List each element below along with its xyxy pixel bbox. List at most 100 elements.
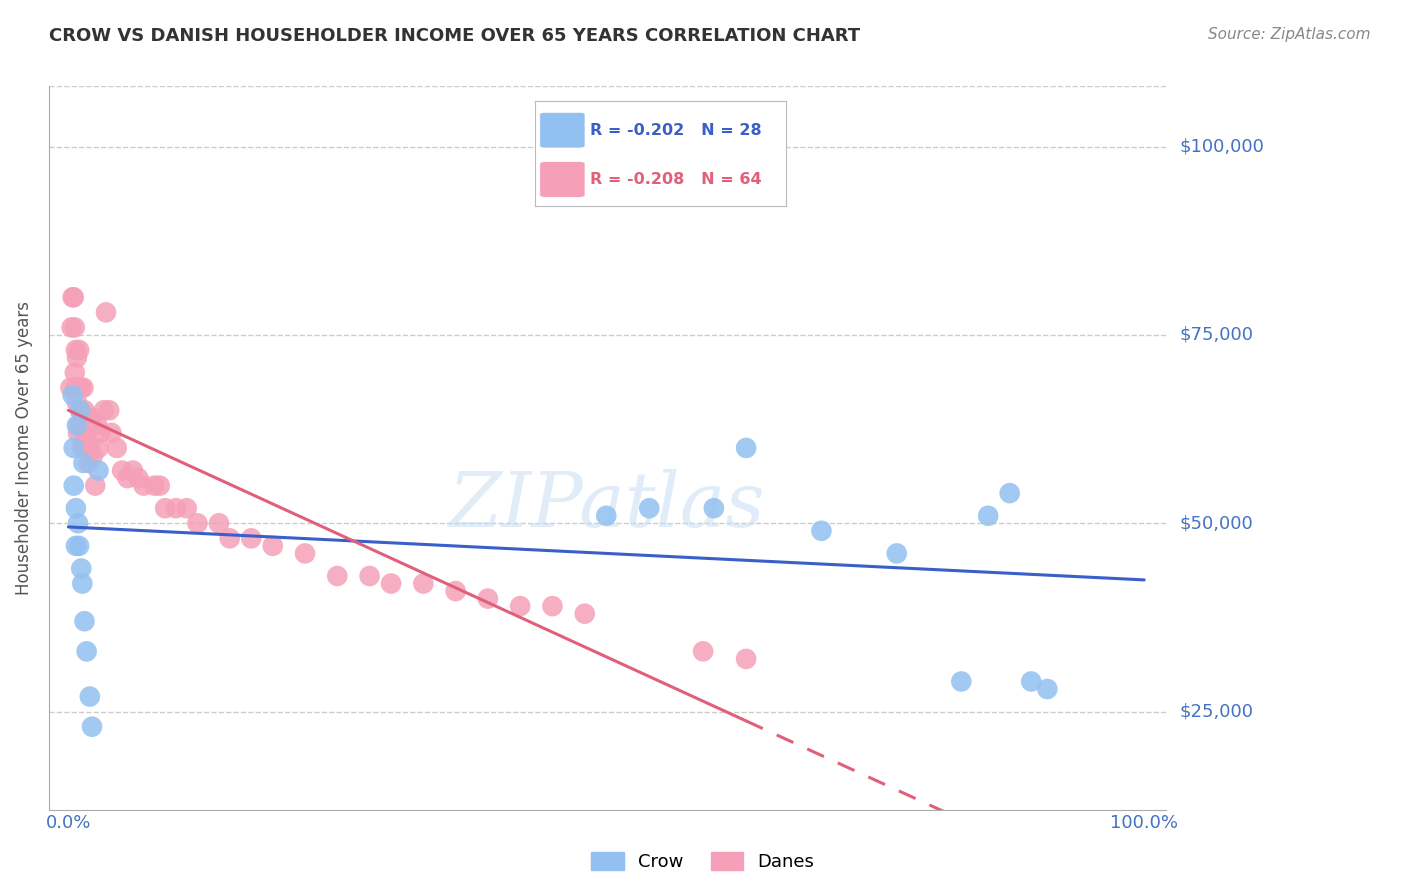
Point — [66, 418, 89, 433]
Point — [66, 351, 89, 365]
Point — [208, 516, 231, 531]
Point — [76, 410, 98, 425]
Point — [63, 320, 86, 334]
Point — [84, 478, 107, 492]
Point — [66, 396, 89, 410]
Point — [240, 532, 263, 546]
Point — [326, 569, 349, 583]
Point — [82, 449, 104, 463]
Point — [153, 501, 176, 516]
Point — [62, 290, 84, 304]
Point — [105, 441, 128, 455]
Point — [1019, 674, 1042, 689]
Point — [998, 486, 1021, 500]
Point — [59, 381, 82, 395]
Point — [62, 478, 84, 492]
Point — [70, 381, 93, 395]
Point — [69, 403, 91, 417]
Point — [75, 441, 97, 455]
Point — [444, 584, 467, 599]
Point — [186, 516, 208, 531]
Point — [60, 320, 83, 334]
Point — [72, 576, 94, 591]
Point — [810, 524, 832, 538]
Point — [574, 607, 596, 621]
Text: ZIPatlas: ZIPatlas — [449, 469, 766, 543]
Point — [62, 388, 84, 402]
Point — [149, 478, 172, 492]
Point — [176, 501, 198, 516]
Point — [143, 478, 166, 492]
Text: $100,000: $100,000 — [1180, 137, 1264, 155]
Point — [79, 441, 101, 455]
Point — [94, 305, 117, 319]
Point — [886, 546, 908, 560]
Point — [98, 403, 121, 417]
Point — [65, 539, 87, 553]
Point — [66, 516, 89, 531]
Point — [65, 501, 87, 516]
Point — [703, 501, 725, 516]
Text: $50,000: $50,000 — [1180, 515, 1253, 533]
Point — [62, 290, 84, 304]
Point — [65, 343, 87, 357]
Y-axis label: Householder Income Over 65 years: Householder Income Over 65 years — [15, 301, 32, 595]
Point — [66, 425, 89, 440]
Point — [127, 471, 149, 485]
Point — [77, 456, 100, 470]
Point — [79, 690, 101, 704]
Point — [117, 471, 139, 485]
Point — [477, 591, 499, 606]
Point — [76, 425, 98, 440]
Point — [735, 652, 758, 666]
Point — [950, 674, 973, 689]
Point — [72, 441, 94, 455]
Point — [73, 614, 96, 628]
Point — [93, 403, 115, 417]
Point — [67, 539, 90, 553]
Point — [638, 501, 661, 516]
Point — [111, 464, 134, 478]
Point — [63, 366, 86, 380]
Point — [72, 418, 94, 433]
Point — [90, 425, 112, 440]
Text: CROW VS DANISH HOUSEHOLDER INCOME OVER 65 YEARS CORRELATION CHART: CROW VS DANISH HOUSEHOLDER INCOME OVER 6… — [49, 27, 860, 45]
Point — [72, 381, 94, 395]
Point — [70, 561, 93, 575]
Point — [87, 464, 110, 478]
Point — [66, 381, 89, 395]
Point — [541, 599, 564, 614]
Point — [595, 508, 617, 523]
Point — [359, 569, 381, 583]
Point — [72, 456, 94, 470]
Point — [509, 599, 531, 614]
Point — [80, 720, 103, 734]
Point — [65, 381, 87, 395]
Point — [294, 546, 316, 560]
Text: $75,000: $75,000 — [1180, 326, 1254, 344]
Text: Source: ZipAtlas.com: Source: ZipAtlas.com — [1208, 27, 1371, 42]
Point — [132, 478, 155, 492]
Point — [1036, 681, 1059, 696]
Point — [73, 403, 96, 417]
Point — [67, 343, 90, 357]
Point — [692, 644, 714, 658]
Point — [262, 539, 284, 553]
Legend: Crow, Danes: Crow, Danes — [583, 846, 823, 879]
Point — [86, 418, 108, 433]
Point — [69, 403, 91, 417]
Point — [67, 418, 90, 433]
Point — [218, 532, 240, 546]
Text: $25,000: $25,000 — [1180, 703, 1254, 721]
Point — [977, 508, 1000, 523]
Point — [87, 441, 110, 455]
Point — [412, 576, 434, 591]
Point — [62, 441, 84, 455]
Point — [380, 576, 402, 591]
Point — [165, 501, 187, 516]
Point — [80, 410, 103, 425]
Point — [122, 464, 145, 478]
Point — [735, 441, 758, 455]
Point — [100, 425, 122, 440]
Point — [73, 425, 96, 440]
